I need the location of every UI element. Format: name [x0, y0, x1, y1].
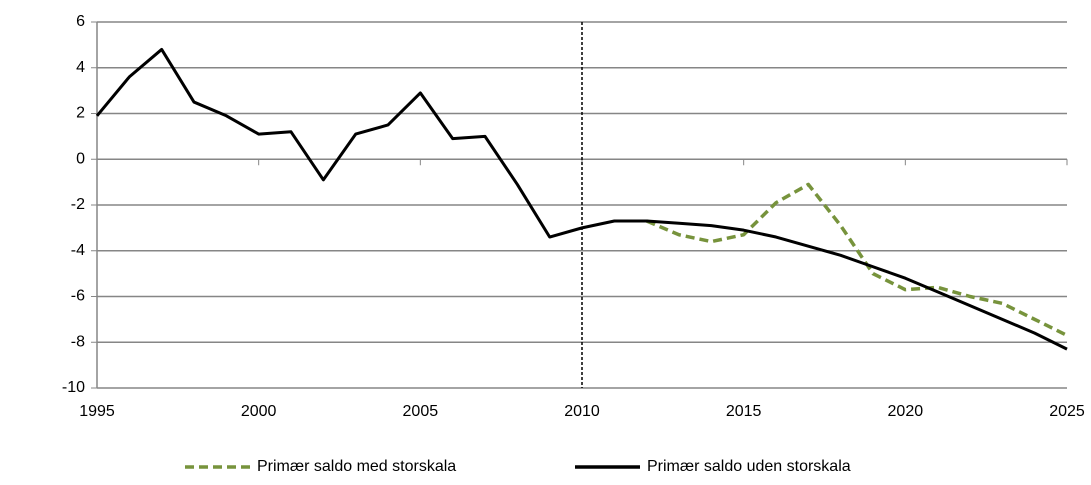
x-tick-label: 2005 [403, 403, 439, 420]
series-line [645, 182, 1068, 337]
y-tick-label: 2 [76, 105, 85, 122]
x-tick-label: 2015 [726, 403, 762, 420]
x-tick-label: 2025 [1049, 403, 1085, 420]
y-tick-label: -10 [62, 379, 85, 396]
x-tick-label: 2000 [241, 403, 277, 420]
y-tick-label: -8 [71, 333, 85, 350]
y-tick-label: -4 [71, 242, 85, 259]
x-tick-label: 1995 [79, 403, 115, 420]
legend-label: Primær saldo med storskala [257, 458, 456, 475]
x-tick-label: 2010 [564, 403, 600, 420]
y-tick-label: -6 [71, 288, 85, 305]
series-line [95, 47, 1068, 351]
y-tick-label: 6 [76, 13, 85, 30]
y-tick-label: -2 [71, 196, 85, 213]
y-tick-label: 0 [76, 150, 85, 167]
legend-label: Primær saldo uden storskala [647, 458, 851, 475]
x-tick-label: 2020 [888, 403, 924, 420]
y-tick-label: 4 [76, 59, 85, 76]
